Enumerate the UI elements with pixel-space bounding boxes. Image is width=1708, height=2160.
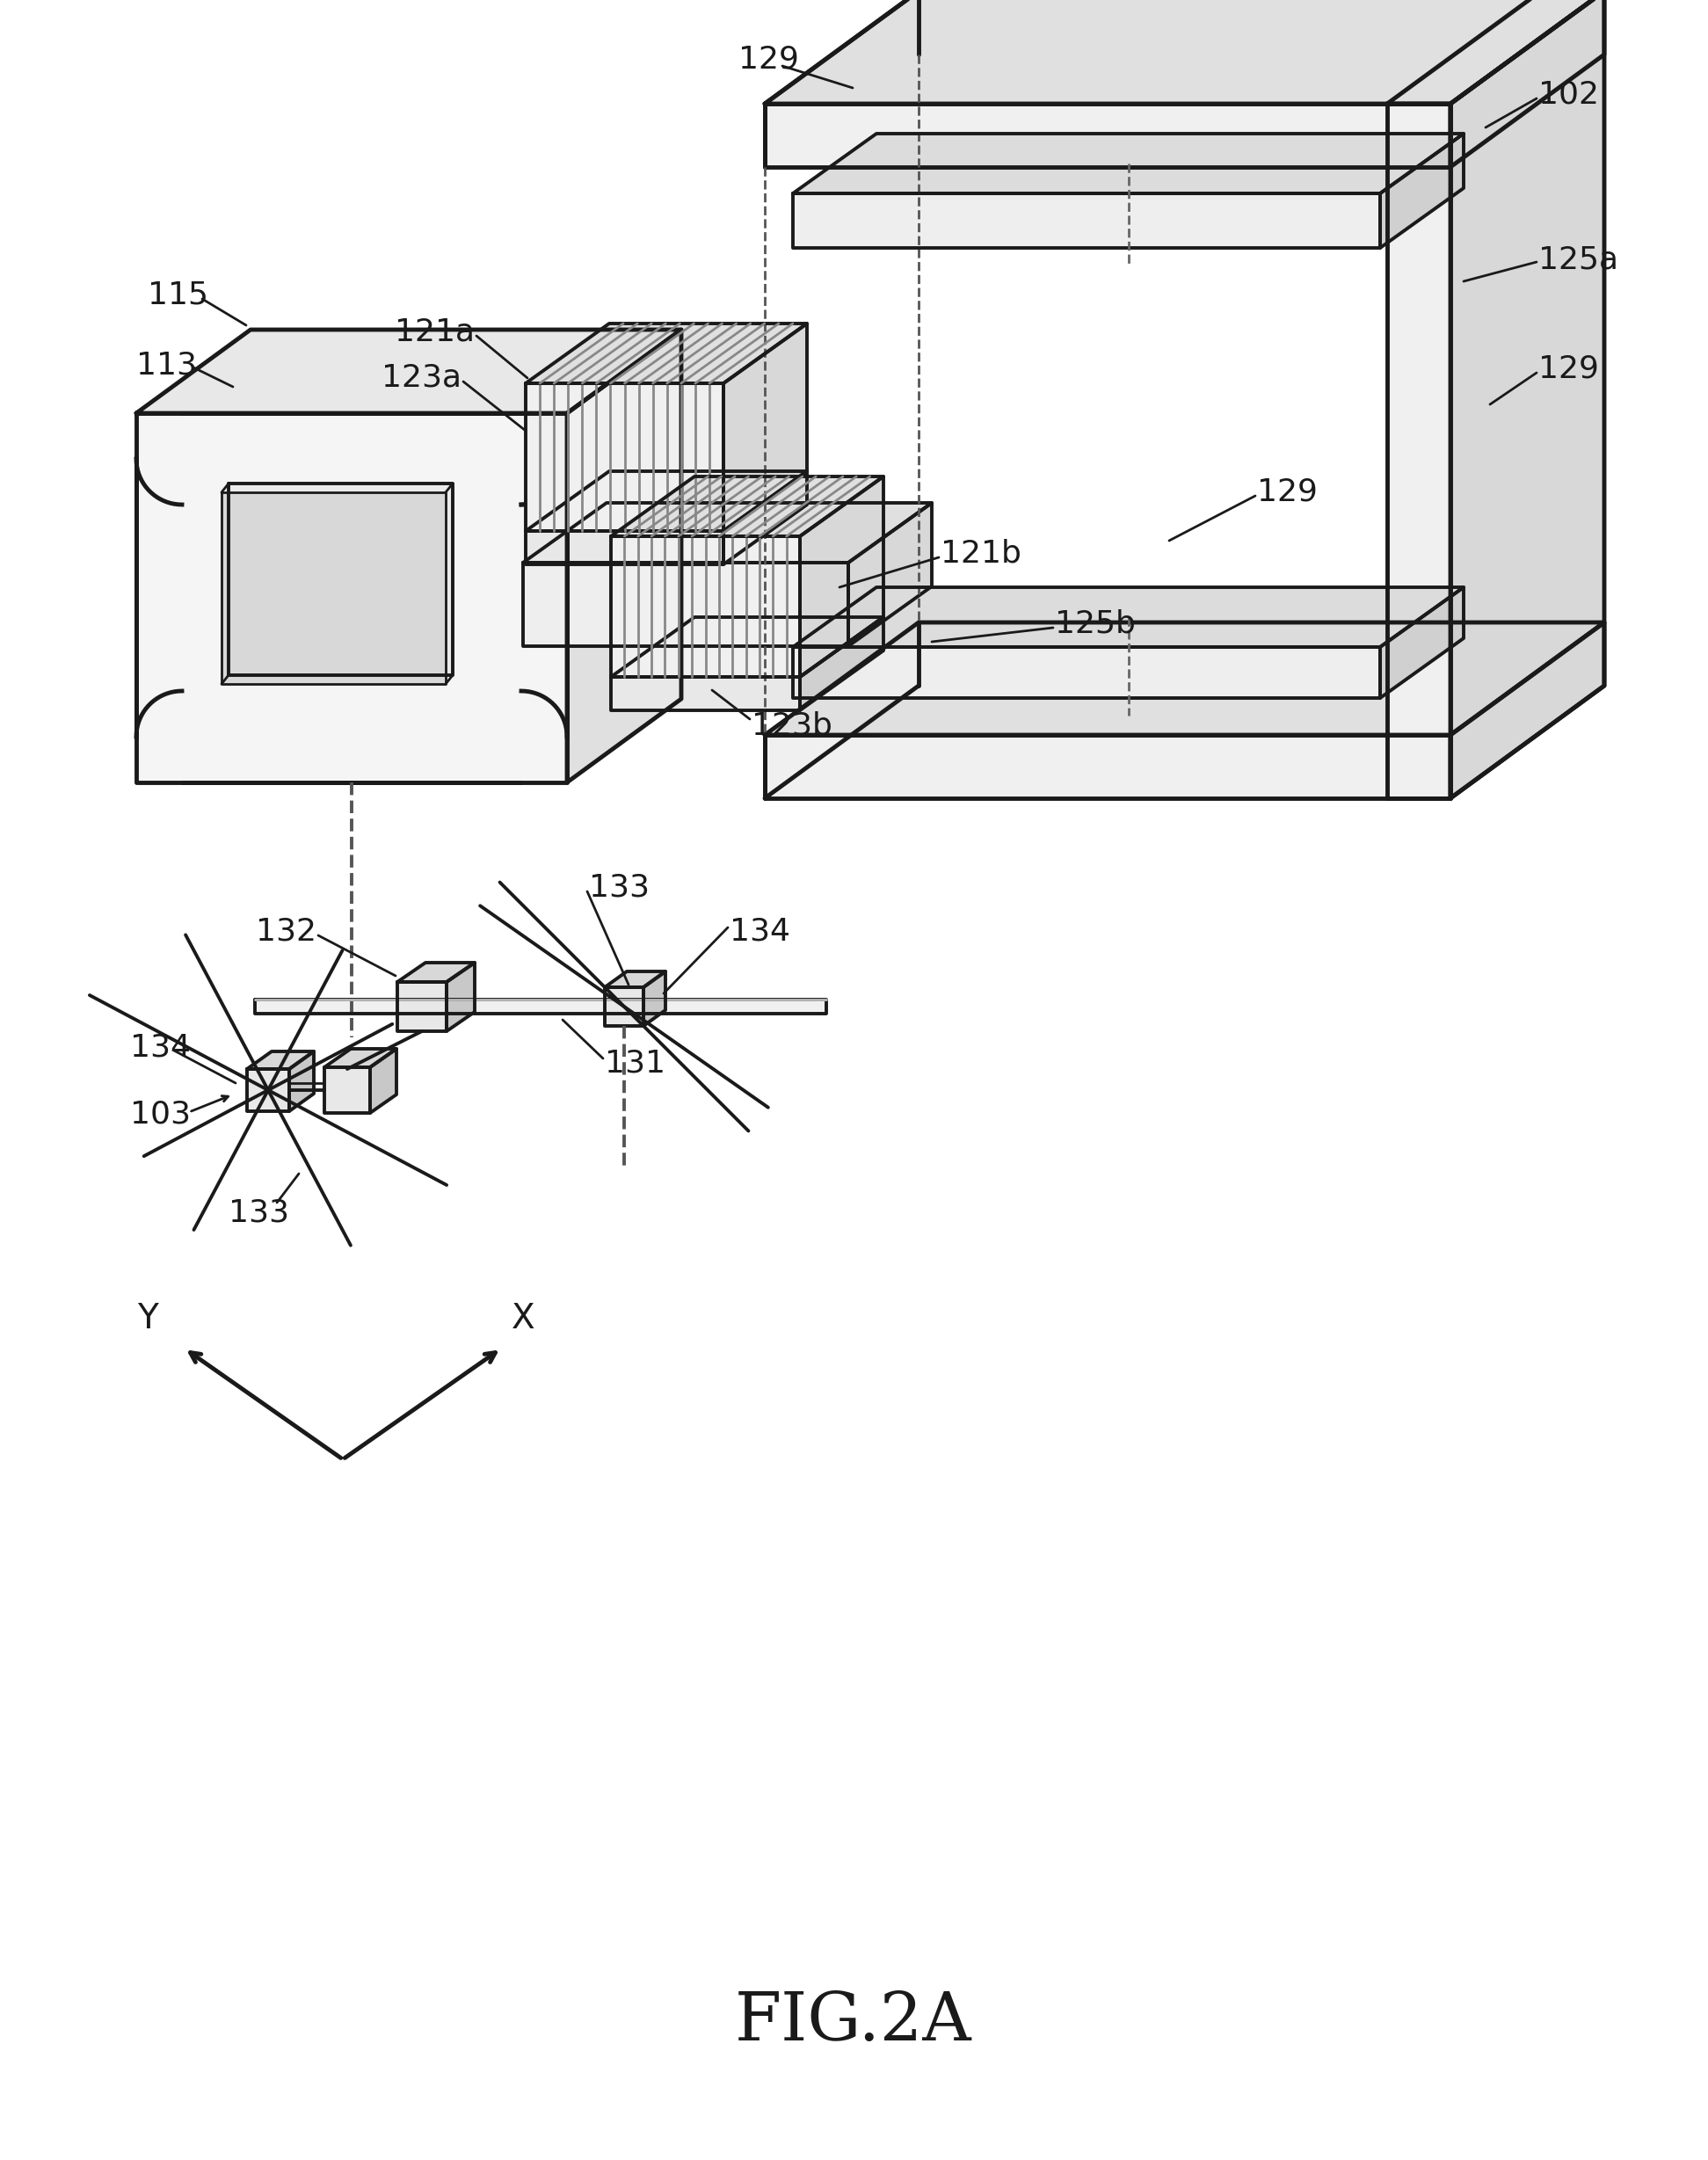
Text: 133: 133 [229, 1199, 290, 1229]
Text: 102: 102 [1539, 80, 1599, 110]
Polygon shape [526, 531, 724, 564]
Polygon shape [526, 382, 724, 531]
Text: X: X [512, 1302, 535, 1335]
Polygon shape [137, 330, 681, 413]
Text: Y: Y [137, 1302, 159, 1335]
Polygon shape [398, 983, 446, 1030]
Polygon shape [765, 734, 1450, 799]
Polygon shape [765, 0, 1604, 104]
Text: 129: 129 [1257, 477, 1317, 508]
Polygon shape [567, 330, 681, 782]
Polygon shape [611, 477, 883, 536]
Polygon shape [325, 1050, 396, 1067]
Text: 103: 103 [130, 1099, 191, 1130]
Text: 125b: 125b [1056, 609, 1136, 639]
Text: 121b: 121b [941, 538, 1021, 568]
Text: FIG.2A: FIG.2A [734, 1989, 972, 2054]
Polygon shape [793, 134, 1464, 194]
Polygon shape [793, 194, 1380, 248]
Text: 123a: 123a [381, 363, 461, 393]
Text: 113: 113 [137, 350, 196, 380]
Polygon shape [248, 1052, 314, 1069]
Polygon shape [724, 324, 806, 531]
Polygon shape [229, 484, 453, 676]
Polygon shape [1380, 134, 1464, 248]
Polygon shape [765, 104, 1450, 166]
Text: 134: 134 [130, 1032, 191, 1063]
Polygon shape [611, 618, 883, 676]
Polygon shape [849, 503, 933, 646]
Polygon shape [1380, 588, 1464, 698]
Text: 132: 132 [256, 918, 316, 946]
Text: 129: 129 [1539, 354, 1599, 384]
Text: 121a: 121a [395, 318, 475, 348]
Polygon shape [254, 1000, 827, 1013]
Polygon shape [799, 618, 883, 711]
Polygon shape [289, 1052, 314, 1110]
Polygon shape [446, 963, 475, 1030]
Polygon shape [526, 324, 806, 382]
Polygon shape [793, 588, 1464, 648]
Text: 134: 134 [729, 918, 791, 946]
Text: 133: 133 [589, 873, 649, 903]
Polygon shape [611, 676, 799, 711]
Polygon shape [137, 413, 567, 782]
Polygon shape [523, 562, 849, 646]
Polygon shape [371, 1050, 396, 1112]
Polygon shape [523, 503, 933, 562]
Polygon shape [724, 471, 806, 564]
Polygon shape [793, 648, 1380, 698]
Polygon shape [398, 963, 475, 983]
Text: 123b: 123b [752, 711, 832, 741]
Polygon shape [1450, 0, 1604, 166]
Polygon shape [248, 1069, 289, 1110]
Polygon shape [765, 622, 1604, 734]
Text: 129: 129 [738, 45, 799, 76]
Polygon shape [1450, 0, 1604, 799]
Text: 131: 131 [605, 1050, 666, 1078]
Polygon shape [799, 477, 883, 676]
Polygon shape [325, 1067, 371, 1112]
Polygon shape [1387, 0, 1604, 104]
Polygon shape [605, 987, 644, 1026]
Polygon shape [605, 972, 666, 987]
Polygon shape [611, 536, 799, 676]
Polygon shape [526, 471, 806, 531]
Polygon shape [222, 492, 446, 685]
Polygon shape [1387, 104, 1450, 799]
Text: 125a: 125a [1539, 244, 1619, 274]
Polygon shape [644, 972, 666, 1026]
Text: 115: 115 [147, 279, 208, 309]
Polygon shape [1450, 622, 1604, 799]
